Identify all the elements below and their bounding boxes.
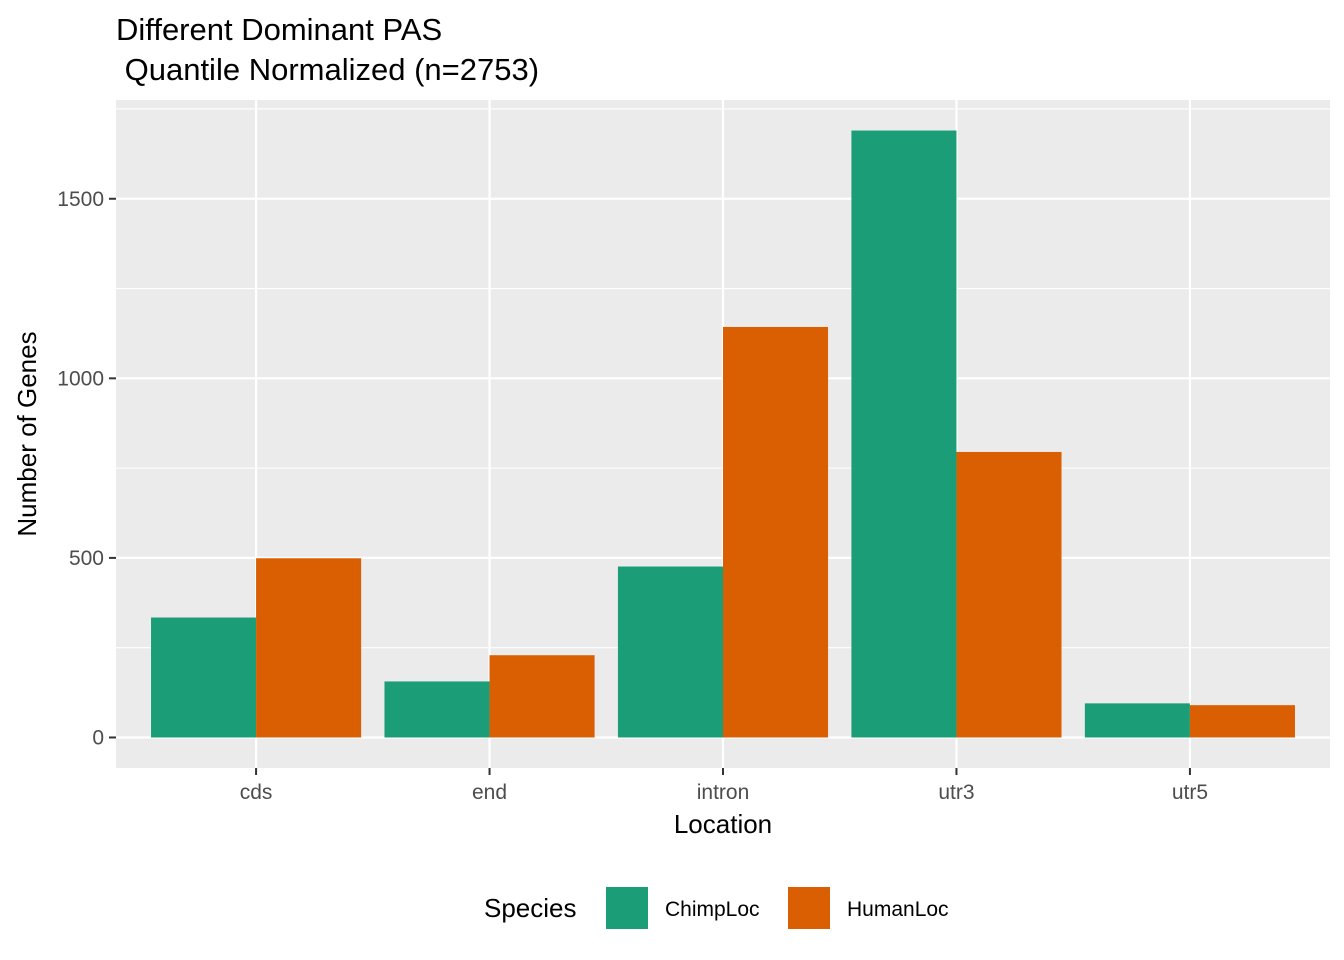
bar-chimploc-utr5 (1084, 703, 1190, 738)
legend-title: Species (484, 893, 577, 923)
bar-chimploc-cds (151, 617, 257, 738)
x-tick-label: utr3 (938, 781, 974, 804)
legend: Species ChimpLoc HumanLoc (484, 887, 949, 929)
legend-label-chimploc: ChimpLoc (665, 898, 760, 921)
y-axis-title: Number of Genes (12, 331, 42, 536)
legend-key-humanloc (788, 887, 830, 929)
bar-humanloc-utr5 (1189, 705, 1295, 738)
x-tick-label: intron (697, 781, 750, 804)
y-tick-label: 1000 (57, 367, 104, 390)
bar-humanloc-cds (256, 558, 362, 738)
chart-title-line-1: Different Dominant PAS (116, 12, 442, 47)
x-tick-label: cds (240, 781, 273, 804)
bar-humanloc-utr3 (956, 451, 1062, 738)
bar-chimploc-end (384, 681, 490, 738)
y-tick-label: 0 (92, 726, 104, 749)
bar-chimploc-utr3 (851, 130, 957, 738)
x-tick-label: utr5 (1172, 781, 1208, 804)
x-tick-label: end (472, 781, 507, 804)
bars (151, 130, 1295, 738)
y-tick-label: 500 (69, 547, 104, 570)
bar-humanloc-intron (723, 326, 829, 738)
y-tick-label: 1500 (57, 188, 104, 211)
y-axis: 0 500 1000 1500 (57, 188, 116, 749)
bar-chimploc-intron (617, 566, 723, 738)
chart-title-line-2: Quantile Normalized (n=2753) (116, 52, 539, 87)
legend-label-humanloc: HumanLoc (847, 898, 949, 921)
bar-humanloc-end (489, 655, 595, 738)
legend-key-chimploc (606, 887, 648, 929)
x-axis: cds end intron utr3 utr5 (240, 768, 1208, 804)
x-axis-title: Location (674, 809, 772, 839)
